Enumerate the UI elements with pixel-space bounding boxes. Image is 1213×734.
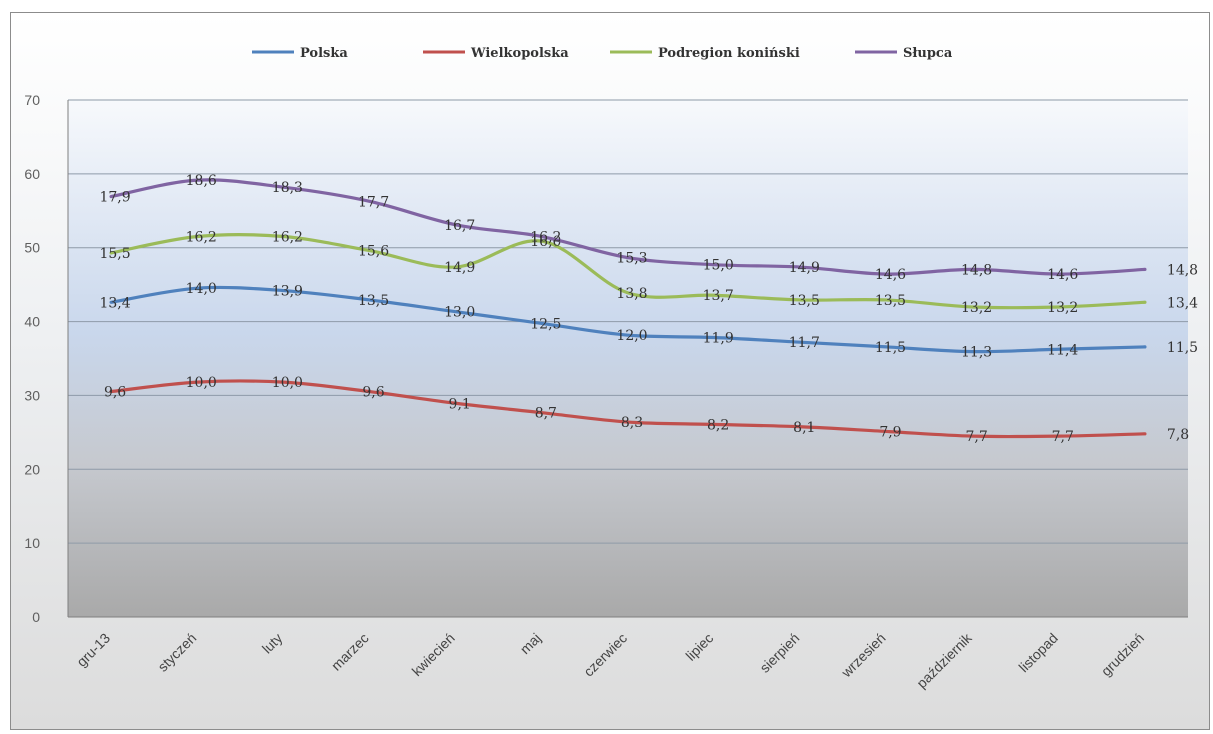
data-label: 14,6 bbox=[875, 267, 906, 283]
data-label: 7,9 bbox=[879, 424, 901, 440]
y-tick-label: 10 bbox=[24, 535, 40, 551]
data-label: 7,7 bbox=[965, 429, 987, 445]
data-label: 13,8 bbox=[616, 286, 647, 302]
data-label: 14,8 bbox=[961, 262, 992, 278]
legend-item: Wielkopolska bbox=[470, 46, 569, 61]
data-label: 8,3 bbox=[621, 415, 643, 431]
data-label: 13,2 bbox=[961, 300, 992, 316]
x-tick-label: styczeń bbox=[154, 630, 199, 675]
data-label: 11,5 bbox=[1167, 340, 1198, 356]
y-tick-label: 20 bbox=[24, 461, 40, 477]
data-label: 15,6 bbox=[358, 244, 389, 260]
data-label: 14,8 bbox=[1167, 262, 1198, 278]
y-tick-label: 60 bbox=[24, 166, 40, 182]
data-label: 13,5 bbox=[789, 293, 820, 309]
data-label: 13,7 bbox=[703, 288, 734, 304]
data-label: 9,1 bbox=[449, 396, 471, 412]
x-tick-label: październik bbox=[913, 629, 975, 691]
data-label: 11,3 bbox=[961, 345, 992, 361]
legend-item: Słupca bbox=[903, 46, 953, 61]
data-label: 7,8 bbox=[1167, 427, 1189, 443]
data-label: 16,2 bbox=[186, 230, 217, 246]
x-tick-label: gru-13 bbox=[73, 630, 113, 670]
series-line-wielkopolska bbox=[109, 379, 1147, 439]
data-label: 11,7 bbox=[789, 335, 820, 351]
data-label: 17,9 bbox=[99, 190, 130, 206]
series-line-s-upca bbox=[109, 178, 1147, 276]
legend-item: Polska bbox=[300, 46, 348, 61]
data-label: 15,5 bbox=[99, 246, 130, 262]
x-tick-label: kwiecień bbox=[409, 630, 458, 679]
data-label: 8,2 bbox=[707, 417, 729, 433]
data-label: 13,4 bbox=[1167, 295, 1198, 311]
y-tick-label: 50 bbox=[24, 240, 40, 256]
y-tick-label: 70 bbox=[24, 92, 40, 108]
data-label: 10,0 bbox=[186, 375, 217, 391]
x-tick-label: listopad bbox=[1015, 630, 1060, 675]
data-label: 9,6 bbox=[104, 385, 126, 401]
data-label: 18,6 bbox=[186, 173, 217, 189]
data-label: 8,1 bbox=[793, 420, 815, 436]
data-label: 8,7 bbox=[535, 406, 557, 422]
data-label: 16,7 bbox=[444, 218, 475, 234]
legend-item: Podregion koniński bbox=[658, 46, 800, 61]
x-tick-label: wrzesień bbox=[837, 630, 888, 681]
data-label: 14,0 bbox=[186, 281, 217, 297]
data-label: 16,2 bbox=[272, 230, 303, 246]
series-line-podregion-koni-ski bbox=[109, 233, 1147, 310]
data-label: 13,2 bbox=[1047, 300, 1078, 316]
x-tick-label: marzec bbox=[328, 630, 372, 674]
y-tick-label: 0 bbox=[32, 609, 40, 625]
series-line-polska bbox=[109, 285, 1147, 354]
data-label: 13,5 bbox=[875, 293, 906, 309]
data-label: 10,0 bbox=[272, 375, 303, 391]
data-label: 15,3 bbox=[616, 251, 647, 267]
x-tick-label: grudzień bbox=[1098, 630, 1147, 679]
data-label: 16,2 bbox=[530, 230, 561, 246]
data-label: 17,7 bbox=[358, 194, 389, 210]
data-label: 11,9 bbox=[703, 331, 734, 347]
data-label: 15,0 bbox=[703, 258, 734, 274]
data-label: 11,4 bbox=[1047, 342, 1078, 358]
x-tick-label: maj bbox=[517, 630, 544, 657]
data-label: 7,7 bbox=[1052, 429, 1074, 445]
x-tick-label: czerwiec bbox=[580, 630, 630, 680]
data-label: 13,4 bbox=[99, 295, 130, 311]
data-label: 14,9 bbox=[444, 260, 475, 276]
y-tick-label: 40 bbox=[24, 314, 40, 330]
data-label: 13,9 bbox=[272, 284, 303, 300]
x-tick-label: luty bbox=[259, 630, 286, 657]
data-label: 12,0 bbox=[616, 328, 647, 344]
data-label: 14,6 bbox=[1047, 267, 1078, 283]
data-label: 11,5 bbox=[875, 340, 906, 356]
x-tick-label: lipiec bbox=[682, 630, 716, 664]
data-label: 9,6 bbox=[362, 385, 384, 401]
data-label: 13,0 bbox=[444, 305, 475, 321]
y-tick-label: 30 bbox=[24, 387, 40, 403]
data-label: 12,5 bbox=[530, 316, 561, 332]
data-label: 14,9 bbox=[789, 260, 820, 276]
plot-area bbox=[68, 100, 1188, 617]
data-label: 18,3 bbox=[272, 180, 303, 196]
x-tick-label: sierpień bbox=[756, 630, 802, 676]
data-label: 13,5 bbox=[358, 293, 389, 309]
